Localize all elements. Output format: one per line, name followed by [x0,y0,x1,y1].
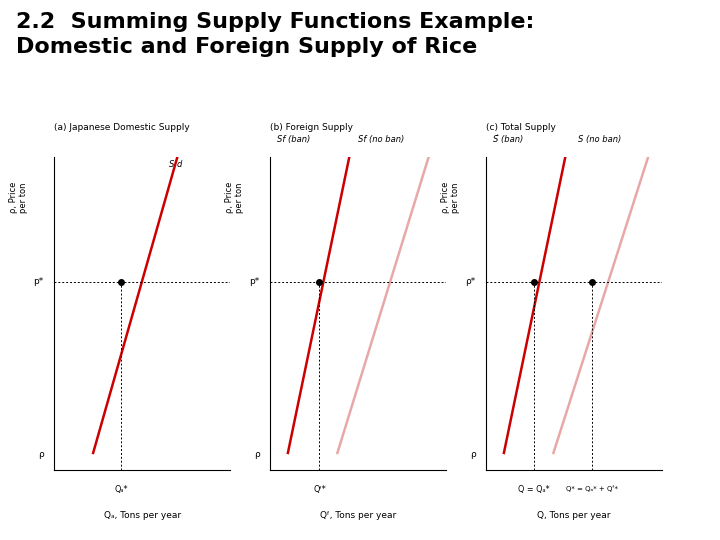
Text: ρ: ρ [253,450,259,458]
Text: 2.2  Summing Supply Functions Example:
Domestic and Foreign Supply of Rice: 2.2 Summing Supply Functions Example: Do… [16,12,534,57]
Text: Qₐ*: Qₐ* [114,485,127,495]
Text: Copyright ©2014 Pearson Education, Inc. All rights reserved.: Copyright ©2014 Pearson Education, Inc. … [9,516,328,526]
Text: Qᶠ*: Qᶠ* [313,485,325,495]
Text: Q* = Qₐ* + Qᶠ*: Q* = Qₐ* + Qᶠ* [566,485,618,492]
Text: (c) Total Supply: (c) Total Supply [486,123,556,132]
Text: ρ: ρ [37,450,43,458]
Text: p*: p* [249,278,259,286]
Text: S d: S d [168,160,182,169]
Text: ρ, Price
per ton: ρ, Price per ton [225,181,244,213]
Text: S (no ban): S (no ban) [577,135,621,144]
Text: ρ*: ρ* [465,278,475,286]
Text: 2-12: 2-12 [688,516,711,526]
Text: Q, Tons per year: Q, Tons per year [537,510,611,519]
Text: Q = Qₐ*: Q = Qₐ* [518,485,549,495]
Text: (b) Foreign Supply: (b) Foreign Supply [270,123,353,132]
Text: (a) Japanese Domestic Supply: (a) Japanese Domestic Supply [54,123,190,132]
Text: Sf (no ban): Sf (no ban) [359,135,405,144]
Text: ρ: ρ [469,450,475,458]
Text: Qᶠ, Tons per year: Qᶠ, Tons per year [320,510,396,519]
Text: p*: p* [33,278,43,286]
Text: Qₐ, Tons per year: Qₐ, Tons per year [104,510,181,519]
Text: Ŝ (ban): Ŝ (ban) [493,135,523,144]
Text: Sf (ban): Sf (ban) [277,135,310,144]
Text: ρ, Price
per ton: ρ, Price per ton [441,181,460,213]
Text: ρ, Price
per ton: ρ, Price per ton [9,181,28,213]
